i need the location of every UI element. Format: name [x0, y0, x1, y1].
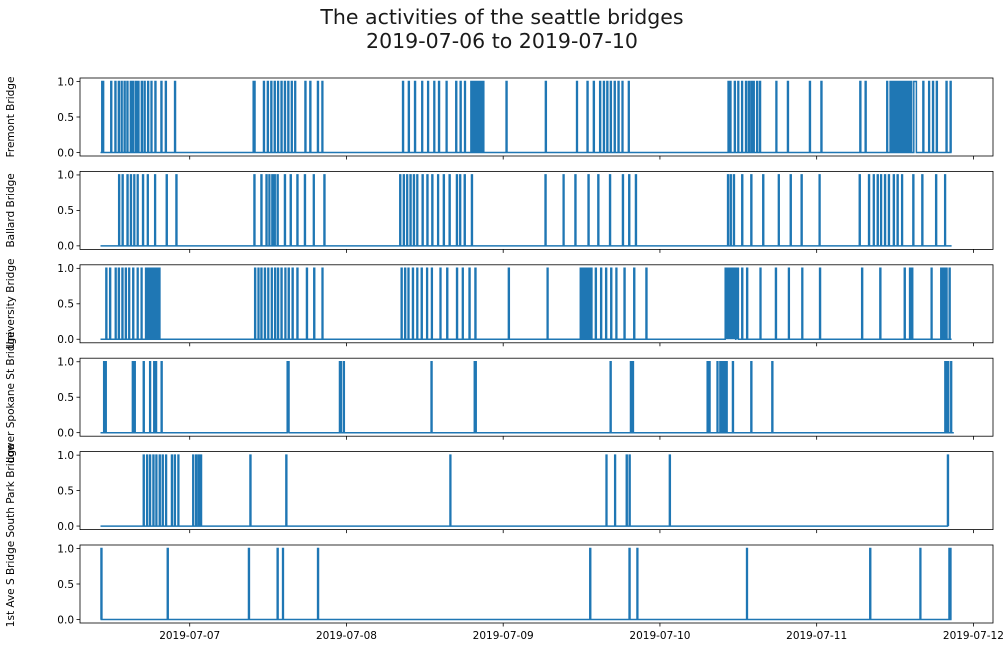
y-axis-label-5: South Park Bridge: [5, 444, 17, 538]
x-tick-label-4: 2019-07-11: [786, 630, 847, 642]
series-line-6: [100, 547, 952, 621]
x-tick-label-2: 2019-07-09: [473, 630, 534, 642]
x-tick-label-3: 2019-07-10: [629, 630, 690, 642]
y-tick-label-1-1: 0.5: [57, 112, 74, 124]
y-tick-label-1-0: 0.0: [57, 147, 74, 159]
y-tick-label-5-0: 0.0: [57, 521, 74, 533]
series-line-5: [100, 454, 950, 527]
y-tick-label-2-2: 1.0: [57, 170, 74, 182]
y-tick-label-6-0: 0.0: [57, 614, 74, 626]
subplot-3: 0.0 0.5 1.0 University Bridge: [5, 259, 994, 350]
y-axis-label-1: Fremont Bridge: [5, 77, 17, 158]
y-tick-label-4-1: 0.5: [57, 392, 74, 404]
y-tick-label-3-2: 1.0: [57, 263, 74, 275]
y-axis-label-3: University Bridge: [5, 259, 17, 350]
axes-frame-3: [79, 264, 994, 344]
y-tick-label-4-0: 0.0: [57, 427, 74, 439]
y-tick-label-6-2: 1.0: [57, 543, 74, 555]
y-axis-label-2: Ballard Bridge: [5, 173, 17, 247]
y-tick-label-2-1: 0.5: [57, 205, 74, 217]
y-tick-label-5-2: 1.0: [57, 450, 74, 462]
subplot-2: 0.0 0.5 1.0 Ballard Bridge: [5, 170, 994, 253]
subplot-4: 0.0 0.5 1.0 Lower Spokane St Bridge: [5, 331, 994, 463]
axes-frame-2: [79, 170, 994, 250]
series-line-2: [100, 174, 952, 247]
y-tick-label-3-1: 0.5: [57, 299, 74, 311]
axes-frame-4: [79, 357, 994, 437]
series-line-1: [100, 80, 952, 154]
chart-title: The activities of the seattle bridges: [320, 5, 684, 29]
series-line-4: [100, 360, 954, 434]
y-axis-label-6: 1st Ave S Bridge: [5, 541, 17, 627]
subplot-1: 0.0 0.5 1.0 Fremont Bridge: [5, 76, 994, 160]
x-tick-label-1: 2019-07-08: [316, 630, 377, 642]
y-tick-label-1-2: 1.0: [57, 76, 74, 88]
series-line-3: [100, 267, 952, 341]
y-tick-label-4-2: 1.0: [57, 357, 74, 369]
chart-subtitle: 2019-07-06 to 2019-07-10: [366, 29, 638, 53]
y-axis-label-4: Lower Spokane St Bridge: [5, 331, 17, 463]
subplot-5: 0.0 0.5 1.0 South Park Bridge: [5, 444, 994, 538]
x-tick-label-5: 2019-07-12: [943, 630, 1004, 642]
subplot-6: 0.0 0.5 1.0 1st Ave S Bridge 2019-07-07 2019-…: [5, 541, 1004, 642]
y-tick-label-5-1: 0.5: [57, 485, 74, 497]
y-tick-label-6-1: 0.5: [57, 579, 74, 591]
y-tick-label-3-0: 0.0: [57, 334, 74, 346]
x-tick-label-0: 2019-07-07: [159, 630, 220, 642]
y-tick-label-2-0: 0.0: [57, 241, 74, 253]
axes-frame-5: [79, 451, 994, 531]
axes-frame-6: [79, 544, 994, 624]
axes-frame-1: [79, 77, 994, 157]
